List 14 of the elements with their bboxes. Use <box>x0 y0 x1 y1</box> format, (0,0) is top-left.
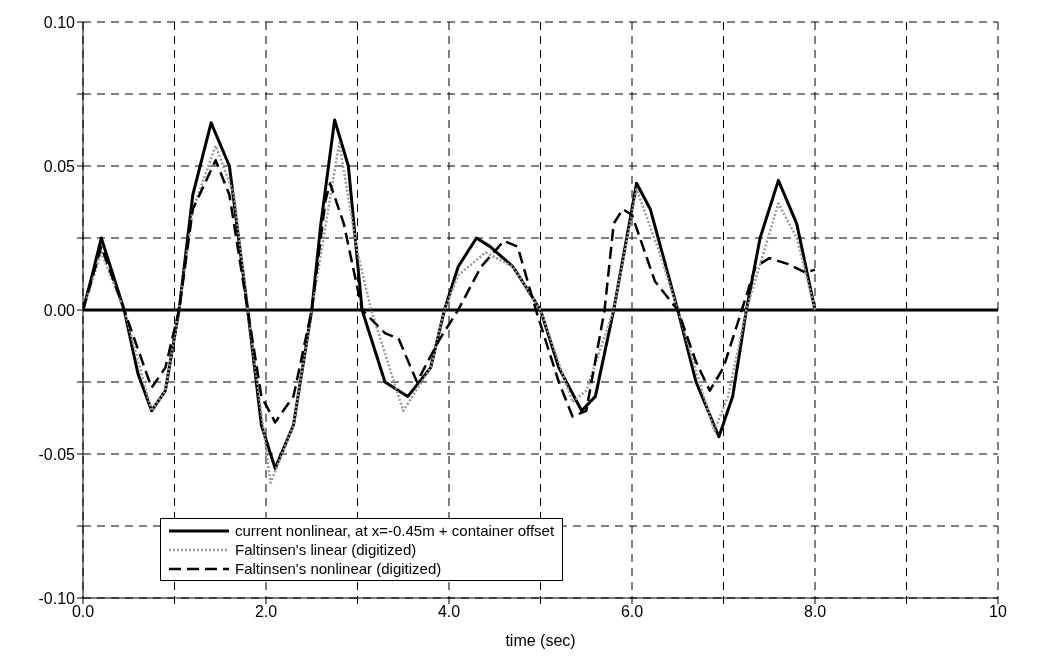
legend-label: Faltinsen's nonlinear (digitized) <box>235 559 442 578</box>
x-tick-label: 4.0 <box>437 603 461 621</box>
x-tick-label: 6.0 <box>620 603 644 621</box>
y-tick-label: 0.10 <box>43 13 76 31</box>
x-tick-label: 2.0 <box>254 603 278 621</box>
y-tick-label: -0.05 <box>38 445 76 463</box>
y-tick-label: 0.00 <box>43 301 76 319</box>
legend-label: Faltinsen's linear (digitized) <box>235 540 417 559</box>
legend-label: current nonlinear, at x=-0.45m + container offset <box>235 521 555 540</box>
x-tick-label: 10 <box>989 603 1007 621</box>
y-tick-label: 0.05 <box>43 157 76 175</box>
x-tick-label: 0.0 <box>71 603 95 621</box>
x-tick-label: 8.0 <box>803 603 827 621</box>
x-axis-title: time (sec) <box>505 632 576 649</box>
